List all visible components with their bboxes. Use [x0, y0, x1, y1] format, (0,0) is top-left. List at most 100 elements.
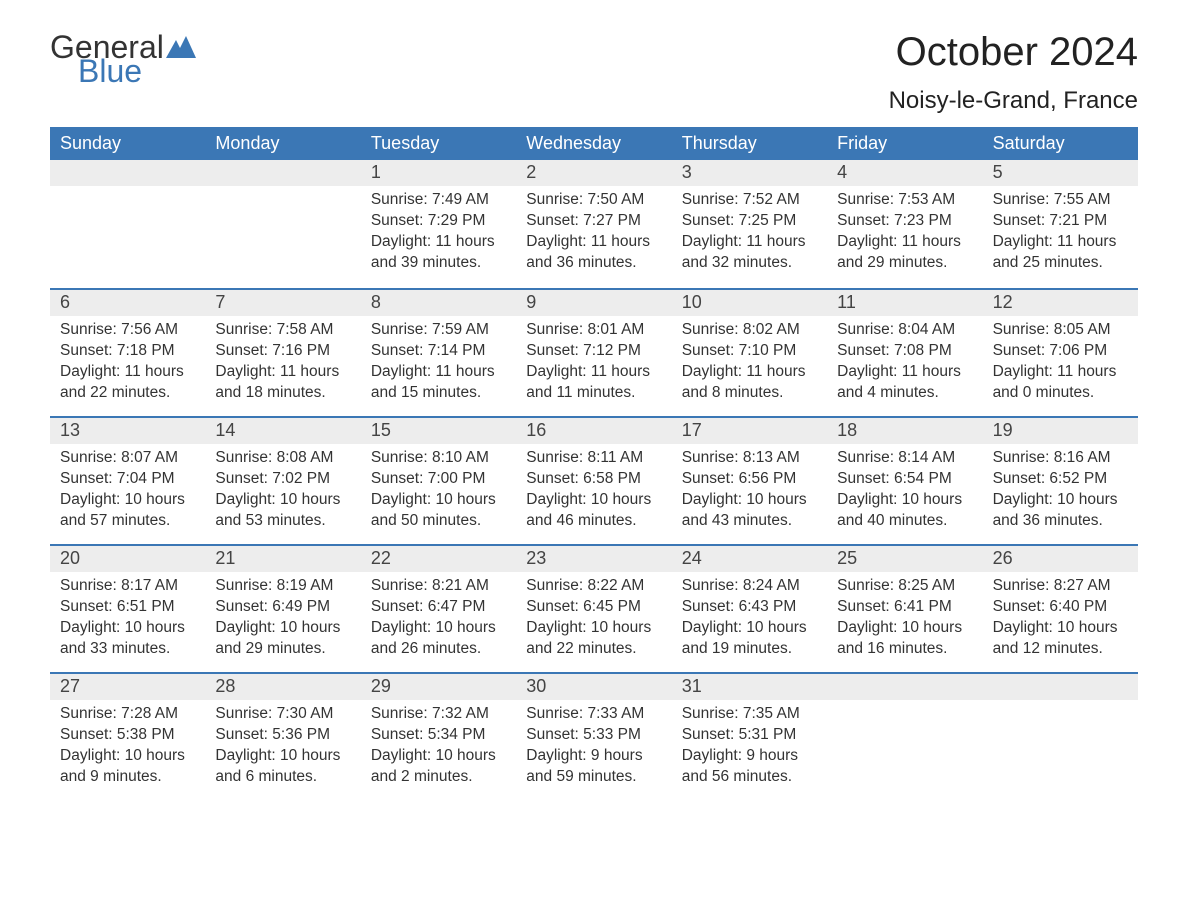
- day-info: Sunrise: 8:24 AMSunset: 6:43 PMDaylight:…: [672, 572, 827, 660]
- day-number: 11: [827, 290, 982, 316]
- daylight-text: Daylight: 10 hours and 26 minutes.: [371, 618, 506, 660]
- weekday-header: Wednesday: [516, 127, 671, 160]
- sunset-text: Sunset: 7:21 PM: [993, 211, 1128, 232]
- day-number: 19: [983, 418, 1138, 444]
- calendar-cell: 17Sunrise: 8:13 AMSunset: 6:56 PMDayligh…: [672, 416, 827, 544]
- day-info: Sunrise: 7:56 AMSunset: 7:18 PMDaylight:…: [50, 316, 205, 404]
- calendar-cell: 7Sunrise: 7:58 AMSunset: 7:16 PMDaylight…: [205, 288, 360, 416]
- day-info: Sunrise: 8:02 AMSunset: 7:10 PMDaylight:…: [672, 316, 827, 404]
- day-number: 5: [983, 160, 1138, 186]
- day-number: 18: [827, 418, 982, 444]
- day-info: Sunrise: 8:17 AMSunset: 6:51 PMDaylight:…: [50, 572, 205, 660]
- daylight-text: Daylight: 11 hours and 22 minutes.: [60, 362, 195, 404]
- sunset-text: Sunset: 6:52 PM: [993, 469, 1128, 490]
- calendar-cell: 10Sunrise: 8:02 AMSunset: 7:10 PMDayligh…: [672, 288, 827, 416]
- sunrise-text: Sunrise: 8:14 AM: [837, 448, 972, 469]
- day-info: Sunrise: 8:27 AMSunset: 6:40 PMDaylight:…: [983, 572, 1138, 660]
- daylight-text: Daylight: 10 hours and 6 minutes.: [215, 746, 350, 788]
- weekday-header: Sunday: [50, 127, 205, 160]
- sunrise-text: Sunrise: 8:22 AM: [526, 576, 661, 597]
- daylight-text: Daylight: 10 hours and 36 minutes.: [993, 490, 1128, 532]
- day-number: 16: [516, 418, 671, 444]
- day-number: 3: [672, 160, 827, 186]
- calendar-cell: 14Sunrise: 8:08 AMSunset: 7:02 PMDayligh…: [205, 416, 360, 544]
- day-info: Sunrise: 7:53 AMSunset: 7:23 PMDaylight:…: [827, 186, 982, 274]
- day-number: 8: [361, 290, 516, 316]
- calendar-cell: 11Sunrise: 8:04 AMSunset: 7:08 PMDayligh…: [827, 288, 982, 416]
- sunset-text: Sunset: 7:14 PM: [371, 341, 506, 362]
- sunrise-text: Sunrise: 8:11 AM: [526, 448, 661, 469]
- calendar-cell: 12Sunrise: 8:05 AMSunset: 7:06 PMDayligh…: [983, 288, 1138, 416]
- day-info: Sunrise: 8:11 AMSunset: 6:58 PMDaylight:…: [516, 444, 671, 532]
- daylight-text: Daylight: 9 hours and 56 minutes.: [682, 746, 817, 788]
- sunrise-text: Sunrise: 8:02 AM: [682, 320, 817, 341]
- sunset-text: Sunset: 7:16 PM: [215, 341, 350, 362]
- sunrise-text: Sunrise: 8:24 AM: [682, 576, 817, 597]
- sunrise-text: Sunrise: 7:35 AM: [682, 704, 817, 725]
- daylight-text: Daylight: 10 hours and 19 minutes.: [682, 618, 817, 660]
- sunset-text: Sunset: 6:54 PM: [837, 469, 972, 490]
- day-info: Sunrise: 7:32 AMSunset: 5:34 PMDaylight:…: [361, 700, 516, 788]
- sunset-text: Sunset: 6:41 PM: [837, 597, 972, 618]
- calendar-cell: [983, 672, 1138, 800]
- day-info: Sunrise: 7:33 AMSunset: 5:33 PMDaylight:…: [516, 700, 671, 788]
- calendar-cell: 22Sunrise: 8:21 AMSunset: 6:47 PMDayligh…: [361, 544, 516, 672]
- day-info: Sunrise: 8:01 AMSunset: 7:12 PMDaylight:…: [516, 316, 671, 404]
- daylight-text: Daylight: 10 hours and 57 minutes.: [60, 490, 195, 532]
- daylight-text: Daylight: 11 hours and 8 minutes.: [682, 362, 817, 404]
- day-number: 27: [50, 674, 205, 700]
- header: General Blue October 2024 Noisy-le-Grand…: [50, 30, 1138, 115]
- day-info: Sunrise: 8:10 AMSunset: 7:00 PMDaylight:…: [361, 444, 516, 532]
- weekday-header: Saturday: [983, 127, 1138, 160]
- day-info: Sunrise: 7:50 AMSunset: 7:27 PMDaylight:…: [516, 186, 671, 274]
- sunrise-text: Sunrise: 7:52 AM: [682, 190, 817, 211]
- sunrise-text: Sunrise: 8:01 AM: [526, 320, 661, 341]
- day-number: 15: [361, 418, 516, 444]
- sunrise-text: Sunrise: 8:04 AM: [837, 320, 972, 341]
- daylight-text: Daylight: 11 hours and 32 minutes.: [682, 232, 817, 274]
- day-number: 14: [205, 418, 360, 444]
- daylight-text: Daylight: 10 hours and 33 minutes.: [60, 618, 195, 660]
- sunset-text: Sunset: 6:49 PM: [215, 597, 350, 618]
- sunset-text: Sunset: 6:51 PM: [60, 597, 195, 618]
- day-number: [205, 160, 360, 186]
- daylight-text: Daylight: 10 hours and 9 minutes.: [60, 746, 195, 788]
- daylight-text: Daylight: 11 hours and 29 minutes.: [837, 232, 972, 274]
- weekday-header: Tuesday: [361, 127, 516, 160]
- sunrise-text: Sunrise: 8:16 AM: [993, 448, 1128, 469]
- sunset-text: Sunset: 7:02 PM: [215, 469, 350, 490]
- sunrise-text: Sunrise: 7:28 AM: [60, 704, 195, 725]
- sunset-text: Sunset: 7:00 PM: [371, 469, 506, 490]
- day-number: 17: [672, 418, 827, 444]
- day-number: 7: [205, 290, 360, 316]
- sunset-text: Sunset: 6:58 PM: [526, 469, 661, 490]
- calendar-cell: 20Sunrise: 8:17 AMSunset: 6:51 PMDayligh…: [50, 544, 205, 672]
- day-number: [50, 160, 205, 186]
- sunset-text: Sunset: 5:38 PM: [60, 725, 195, 746]
- day-number: 29: [361, 674, 516, 700]
- day-number: 6: [50, 290, 205, 316]
- day-number: 13: [50, 418, 205, 444]
- sunrise-text: Sunrise: 7:32 AM: [371, 704, 506, 725]
- calendar-cell: 18Sunrise: 8:14 AMSunset: 6:54 PMDayligh…: [827, 416, 982, 544]
- calendar-cell: 21Sunrise: 8:19 AMSunset: 6:49 PMDayligh…: [205, 544, 360, 672]
- sunrise-text: Sunrise: 7:33 AM: [526, 704, 661, 725]
- day-info: Sunrise: 8:08 AMSunset: 7:02 PMDaylight:…: [205, 444, 360, 532]
- day-info: Sunrise: 8:19 AMSunset: 6:49 PMDaylight:…: [205, 572, 360, 660]
- sunset-text: Sunset: 5:34 PM: [371, 725, 506, 746]
- sunset-text: Sunset: 7:29 PM: [371, 211, 506, 232]
- daylight-text: Daylight: 11 hours and 15 minutes.: [371, 362, 506, 404]
- day-number: 1: [361, 160, 516, 186]
- calendar-cell: 3 Sunrise: 7:52 AMSunset: 7:25 PMDaylight…: [672, 160, 827, 288]
- daylight-text: Daylight: 11 hours and 18 minutes.: [215, 362, 350, 404]
- day-number: 12: [983, 290, 1138, 316]
- sunset-text: Sunset: 7:08 PM: [837, 341, 972, 362]
- day-number: 31: [672, 674, 827, 700]
- logo-text-blue: Blue: [78, 55, 196, 87]
- sunset-text: Sunset: 7:27 PM: [526, 211, 661, 232]
- sunset-text: Sunset: 7:25 PM: [682, 211, 817, 232]
- calendar-cell: 16Sunrise: 8:11 AMSunset: 6:58 PMDayligh…: [516, 416, 671, 544]
- day-info: Sunrise: 7:55 AMSunset: 7:21 PMDaylight:…: [983, 186, 1138, 274]
- day-number: 28: [205, 674, 360, 700]
- daylight-text: Daylight: 11 hours and 39 minutes.: [371, 232, 506, 274]
